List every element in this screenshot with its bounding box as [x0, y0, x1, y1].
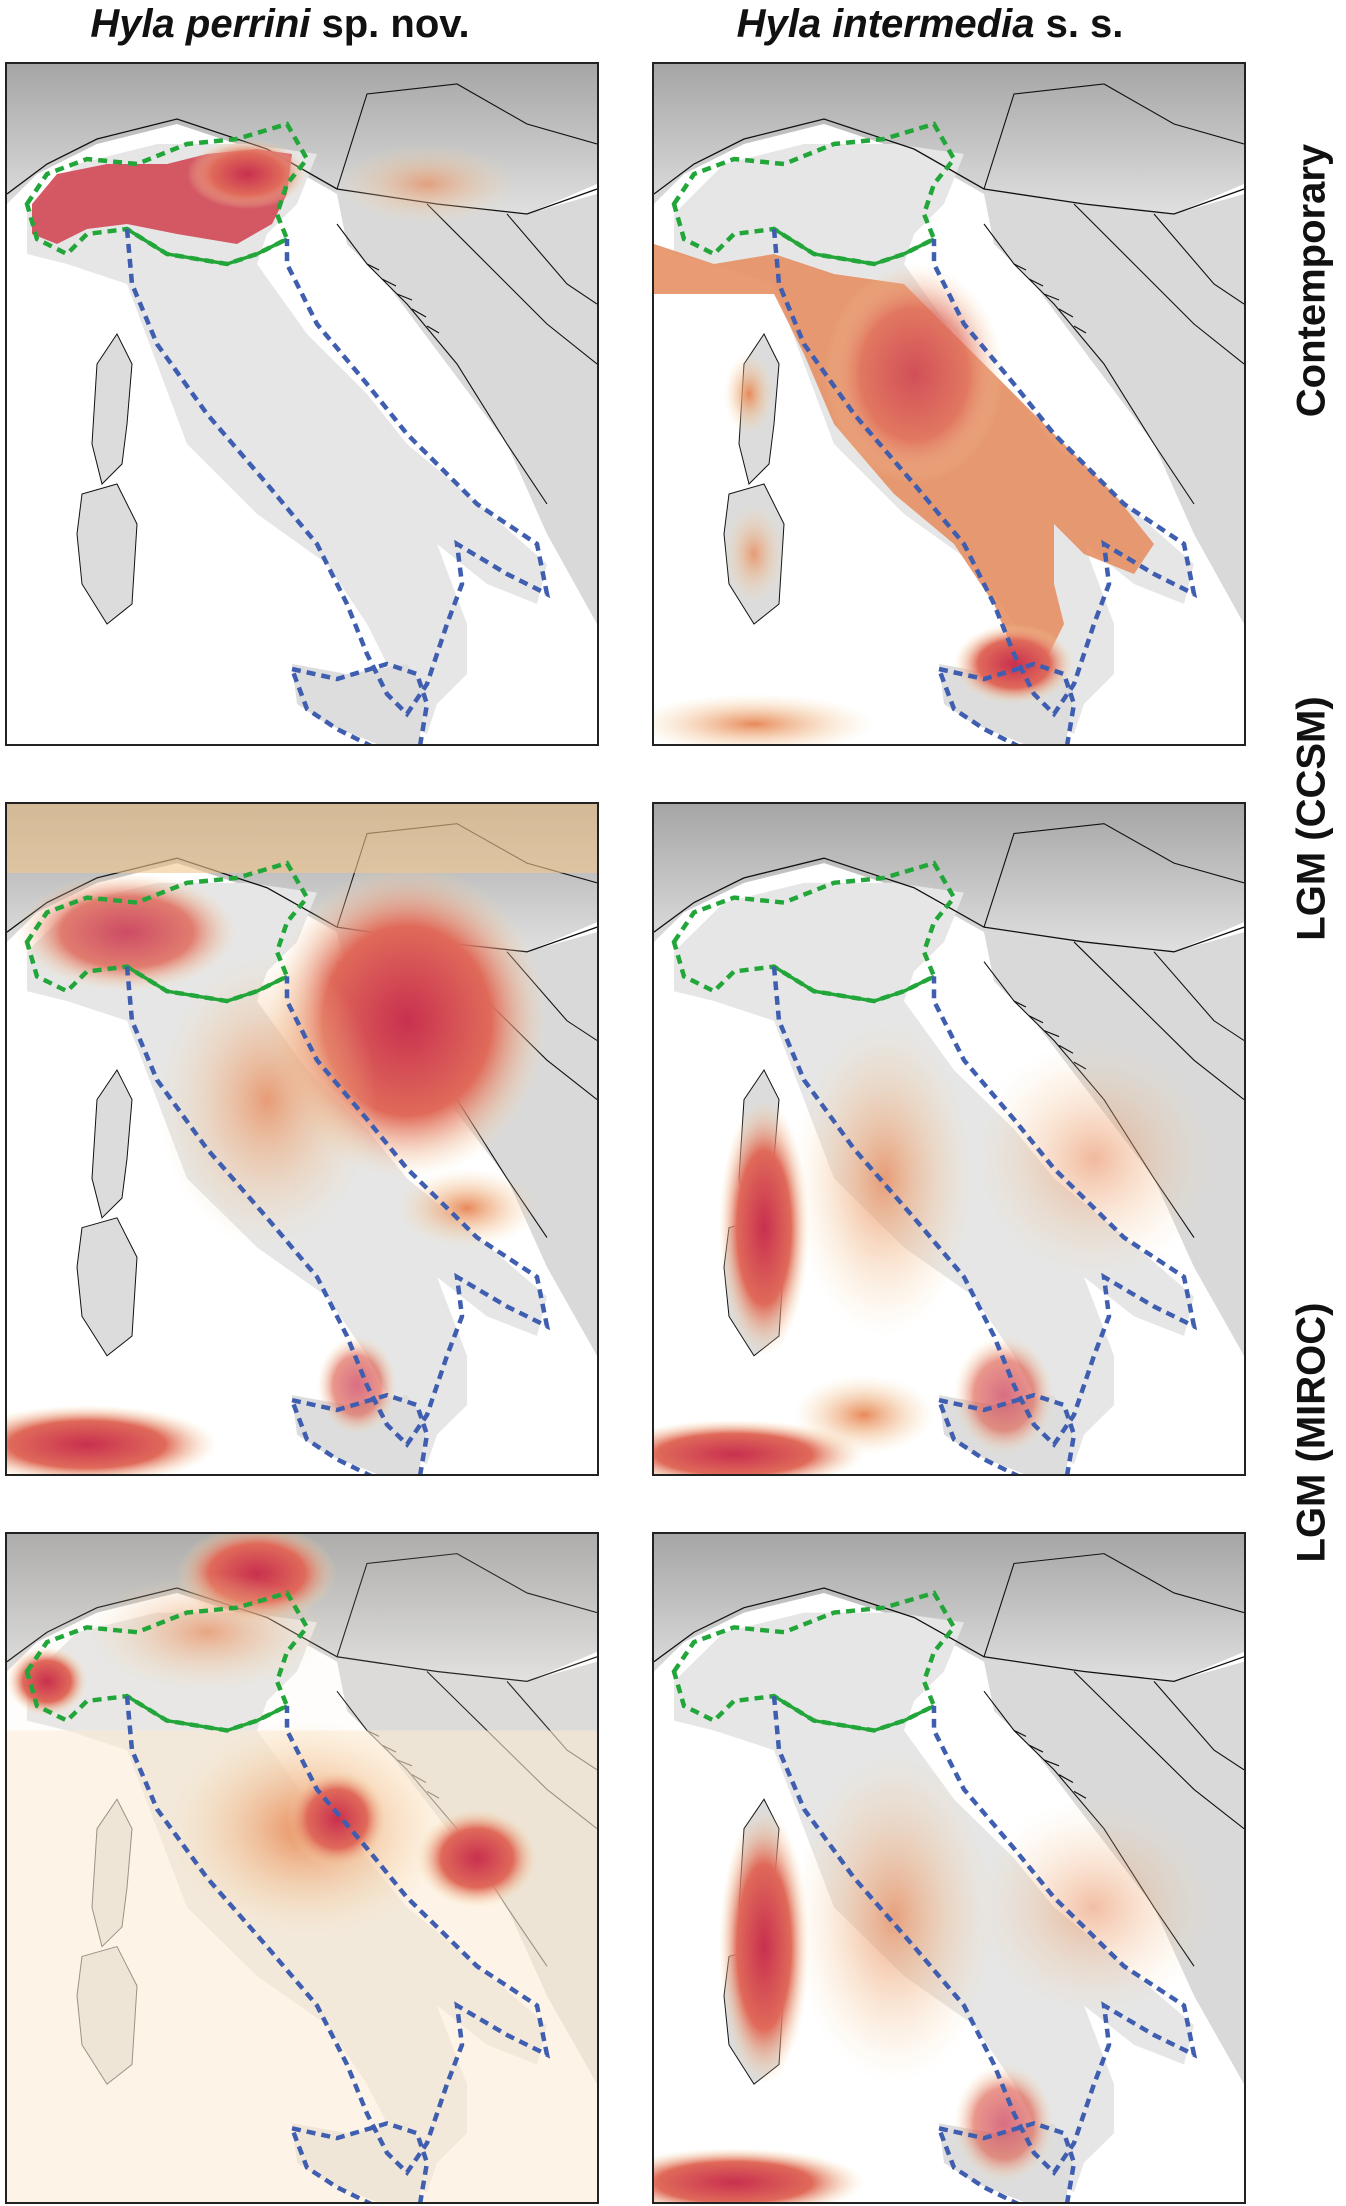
row-label-contemporary: Contemporary	[1289, 143, 1334, 418]
map-perrini-lgm-miroc	[5, 1532, 599, 2204]
map-perrini-contemporary	[5, 62, 599, 746]
row-label-lgm-miroc: LGM (MIROC)	[1289, 1302, 1334, 1563]
map-perrini-lgm-ccsm	[5, 802, 599, 1476]
column-title-hyla-perrini: Hyla perrini sp. nov.	[0, 2, 560, 47]
map-intermedia-lgm-miroc	[652, 1532, 1246, 2204]
species-suffix: sp. nov.	[310, 2, 470, 46]
species-suffix: s. s.	[1034, 2, 1124, 46]
column-title-hyla-intermedia: Hyla intermedia s. s.	[650, 2, 1210, 47]
row-label-lgm-ccsm: LGM (CCSM)	[1289, 696, 1334, 941]
map-intermedia-contemporary	[652, 62, 1246, 746]
species-name: Hyla intermedia	[736, 2, 1035, 46]
map-intermedia-lgm-ccsm	[652, 802, 1246, 1476]
species-name: Hyla perrini	[90, 2, 311, 46]
